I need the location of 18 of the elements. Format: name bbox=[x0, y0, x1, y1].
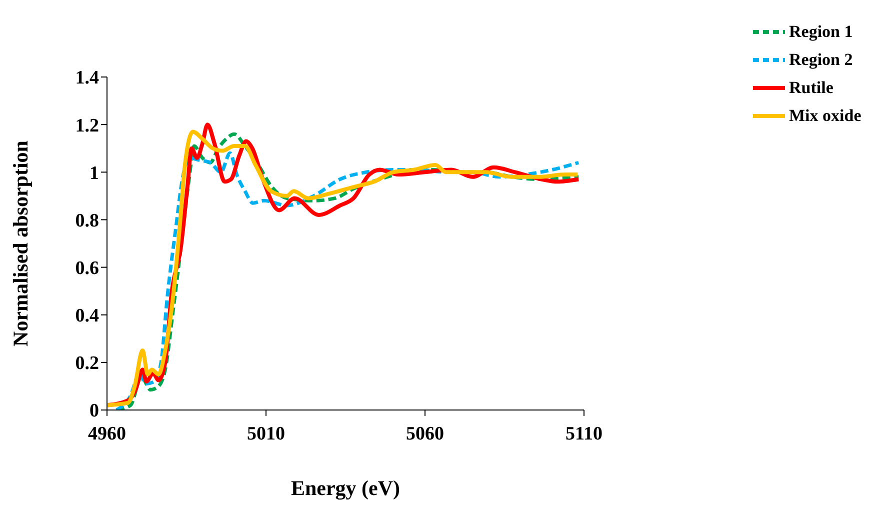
x-tick-label: 5110 bbox=[566, 423, 602, 444]
y-tick-label: 0.4 bbox=[75, 306, 100, 327]
x-tick-label: 4960 bbox=[88, 423, 126, 444]
legend-label: Region 2 bbox=[789, 50, 853, 70]
y-tick-label: 0.2 bbox=[75, 353, 99, 374]
y-tick-label: 0.6 bbox=[75, 258, 99, 280]
y-tick-label: 1.4 bbox=[75, 68, 100, 89]
y-tick-label: 1 bbox=[90, 162, 99, 184]
y-axis-title: Normalised absorption bbox=[8, 140, 32, 346]
legend-label: Rutile bbox=[789, 78, 834, 98]
x-axis-title: Energy (eV) bbox=[290, 476, 400, 500]
y-tick-label: 0.8 bbox=[75, 210, 99, 232]
x-tick-label: 5060 bbox=[406, 423, 444, 444]
y-tick-label: 0 bbox=[90, 400, 99, 422]
y-tick-label: 1.2 bbox=[75, 115, 99, 136]
legend-label: Mix oxide bbox=[789, 106, 862, 126]
legend-label: Region 1 bbox=[789, 22, 853, 42]
x-tick-label: 5010 bbox=[247, 423, 285, 444]
